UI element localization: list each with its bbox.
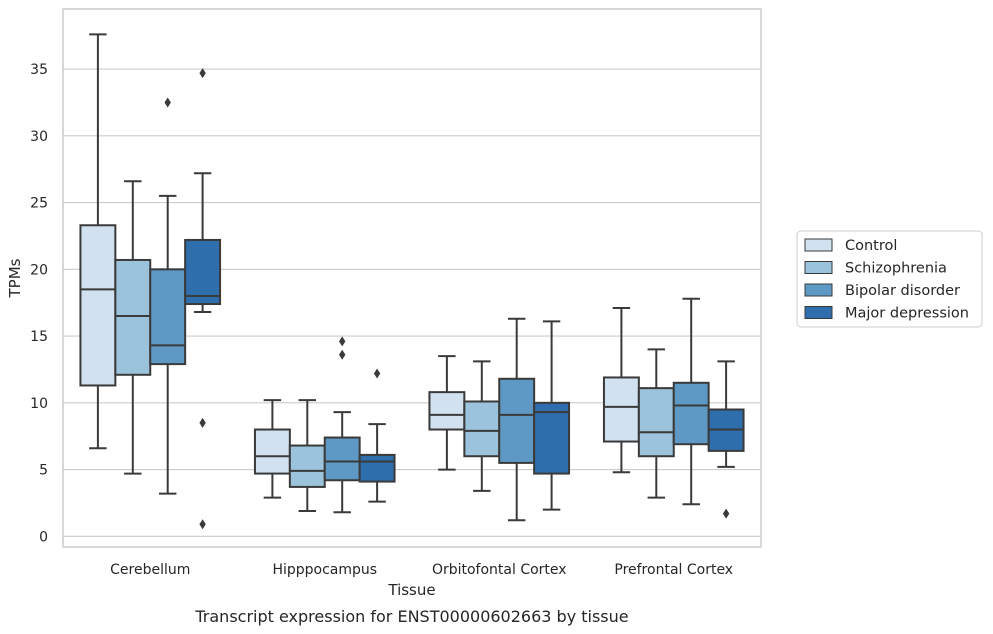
- box: [114, 258, 152, 376]
- outlier-point: [199, 519, 206, 530]
- plot-frame: [62, 8, 762, 548]
- legend-label: Schizophrenia: [845, 261, 947, 277]
- legend-swatch: [804, 283, 833, 297]
- legend-swatch: [804, 261, 833, 274]
- y-axis-label: TPMs: [6, 258, 24, 298]
- box: [358, 453, 396, 483]
- x-tick-label: Cerebellum: [110, 562, 190, 578]
- x-tick-label: Orbitofontal Cortex: [432, 562, 567, 578]
- legend-label: Major depression: [845, 306, 969, 322]
- box: [637, 387, 675, 458]
- box: [428, 391, 466, 431]
- legend-label: Control: [845, 238, 897, 254]
- legend-swatch: [804, 238, 833, 252]
- y-tick-label: 20: [30, 262, 48, 278]
- box-plot: [637, 348, 675, 499]
- box-plot: [149, 97, 187, 495]
- chart-caption: Transcript expression for ENST0000060266…: [194, 607, 628, 626]
- box: [79, 224, 117, 387]
- y-tick-label: 0: [39, 529, 48, 545]
- outlier-point: [199, 68, 206, 79]
- box-plot: [533, 320, 571, 511]
- box: [533, 401, 571, 475]
- box-plot: [672, 297, 710, 506]
- box-plot: [323, 336, 361, 514]
- box: [253, 428, 291, 475]
- box-plot: [114, 180, 152, 475]
- y-tick-label: 25: [30, 196, 48, 212]
- outlier-point: [164, 97, 171, 108]
- outlier-point: [339, 349, 346, 360]
- outlier-point: [722, 508, 730, 519]
- legend: Control Schizophrenia Bipolar disorder Majo…: [796, 230, 983, 328]
- box: [323, 436, 361, 482]
- box-plot: [184, 68, 222, 530]
- box-plot: [358, 368, 396, 503]
- y-tick-label: 15: [30, 329, 48, 345]
- x-tick-labels: Cerebellum Hipppocampus Orbitofontal Corte…: [110, 562, 733, 578]
- box: [149, 268, 187, 366]
- y-tick-label: 35: [30, 62, 48, 78]
- box-plot: [707, 360, 745, 519]
- legend-swatch: [804, 306, 833, 319]
- legend-frame: [796, 230, 983, 328]
- legend-label: Bipolar disorder: [845, 283, 960, 299]
- x-tick-label: Hipppocampus: [272, 562, 377, 578]
- x-axis-label: Tissue: [387, 581, 435, 599]
- box: [184, 238, 222, 306]
- box-plot: [288, 399, 326, 512]
- box: [602, 376, 640, 443]
- outlier-point: [199, 417, 206, 428]
- x-tick-label: Prefrontal Cortex: [614, 562, 733, 578]
- box-plot: [79, 33, 117, 450]
- box-plot: [602, 307, 640, 474]
- y-tick-label: 10: [30, 396, 48, 412]
- outlier-point: [339, 336, 346, 347]
- box-plot: [463, 360, 501, 492]
- box-plot: [498, 317, 536, 522]
- y-tick-label: 5: [39, 463, 48, 479]
- box: [288, 444, 326, 488]
- box-plots: [79, 33, 745, 530]
- box-plot: [428, 355, 466, 471]
- box-plot: [253, 399, 291, 499]
- y-tick-label: 30: [30, 129, 48, 145]
- box: [672, 381, 710, 446]
- box: [498, 377, 536, 464]
- outlier-point: [373, 368, 381, 379]
- y-tick-labels: 0 5 10 15 20 25 30 35: [30, 62, 48, 545]
- box: [463, 400, 501, 458]
